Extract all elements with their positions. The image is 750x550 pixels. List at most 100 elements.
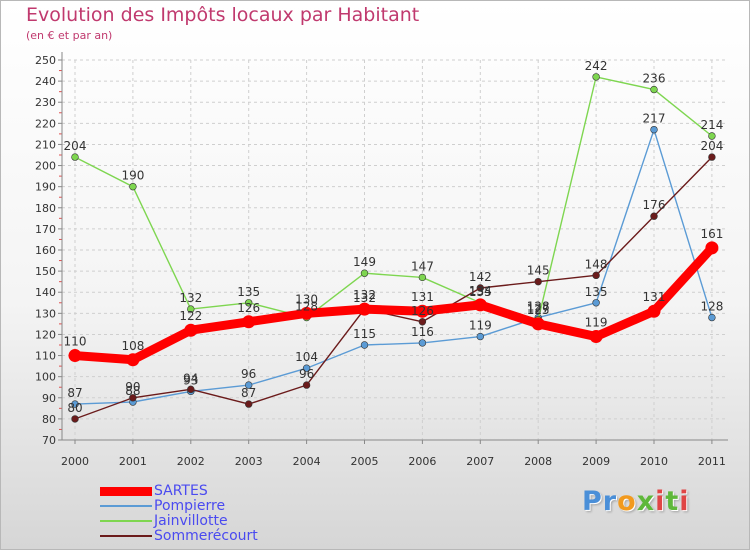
- data-point: [650, 212, 658, 220]
- data-label: 94: [183, 371, 198, 385]
- data-label: 190: [121, 169, 144, 183]
- data-point: [184, 323, 198, 337]
- data-point: [68, 349, 82, 363]
- data-label: 88: [125, 384, 140, 398]
- y-tick-label: 130: [35, 307, 56, 320]
- data-point: [476, 332, 484, 341]
- data-label: 236: [643, 72, 666, 86]
- data-label: 214: [700, 118, 723, 132]
- proxiti-logo: Proxiti: [582, 486, 690, 517]
- data-label: 147: [411, 259, 434, 273]
- chart-title: Evolution des Impôts locaux par Habitant: [26, 4, 420, 26]
- data-label: 110: [64, 335, 87, 349]
- data-label: 132: [353, 288, 376, 302]
- data-point: [592, 271, 600, 280]
- legend-label: Pompierre: [154, 498, 226, 514]
- data-point: [187, 385, 195, 394]
- y-tick-label: 110: [35, 350, 56, 363]
- data-point: [708, 132, 716, 140]
- axis-layer: 7080901001101201301401501601701801902002…: [35, 52, 728, 468]
- legend-swatch: [100, 535, 152, 537]
- data-label: 116: [411, 325, 434, 339]
- data-point: [589, 330, 603, 344]
- y-tick-label: 230: [35, 96, 56, 109]
- data-label: 127: [527, 302, 550, 316]
- data-label: 87: [241, 386, 256, 400]
- data-point: [71, 153, 79, 161]
- data-point: [476, 284, 484, 292]
- data-label: 87: [67, 386, 82, 400]
- logo-letter: t: [665, 486, 680, 517]
- y-tick-label: 190: [35, 181, 56, 194]
- data-point: [418, 318, 427, 326]
- data-point: [592, 73, 600, 81]
- y-tick-label: 170: [35, 223, 56, 236]
- data-point: [358, 302, 371, 316]
- data-label: 204: [700, 139, 723, 153]
- x-tick-label: 2010: [640, 455, 668, 468]
- data-label: 80: [67, 401, 82, 415]
- series-line: [70, 243, 717, 365]
- data-point: [126, 353, 140, 367]
- grid-layer: [62, 59, 728, 441]
- data-label: 161: [700, 227, 723, 241]
- y-tick-label: 160: [35, 244, 56, 257]
- data-label: 96: [241, 367, 256, 381]
- data-label: 128: [295, 300, 318, 314]
- y-tick-label: 140: [35, 286, 56, 299]
- legend-swatch: [100, 505, 152, 507]
- data-label: 131: [411, 290, 434, 304]
- x-tick-label: 2000: [61, 455, 89, 468]
- series-line: [74, 128, 713, 405]
- data-label: 135: [469, 285, 492, 299]
- data-point: [129, 394, 137, 402]
- data-point: [534, 277, 542, 286]
- y-tick-label: 70: [42, 434, 56, 447]
- data-label: 93: [183, 373, 198, 387]
- data-label: 128: [700, 300, 723, 314]
- logo-letter: x: [636, 486, 656, 517]
- data-label-layer: 110 108 122 126 130 132 131 134 125 119 131 161 87 88…: [64, 59, 724, 415]
- data-label: 134: [469, 284, 492, 298]
- x-tick-label: 2009: [582, 455, 610, 468]
- data-label: 145: [527, 264, 550, 278]
- y-tick-label: 120: [35, 328, 56, 341]
- data-label: 130: [295, 292, 318, 306]
- data-label: 128: [527, 300, 550, 314]
- x-tick-label: 2001: [119, 455, 147, 468]
- data-point: [245, 299, 253, 307]
- x-tick-label: 2003: [235, 455, 263, 468]
- data-label: 132: [179, 291, 202, 305]
- logo-letter: P: [582, 486, 603, 517]
- data-point: [242, 315, 256, 329]
- data-point: [531, 317, 545, 331]
- x-tick-label: 2011: [698, 455, 726, 468]
- data-label: 135: [237, 285, 260, 299]
- data-point: [360, 269, 369, 277]
- data-point: [708, 153, 716, 161]
- x-tick-label: 2002: [177, 455, 205, 468]
- data-point: [71, 400, 79, 408]
- y-tick-label: 220: [35, 117, 56, 130]
- data-label: 126: [411, 304, 434, 318]
- data-point: [129, 182, 137, 191]
- y-tick-label: 200: [35, 160, 56, 173]
- y-tick-label: 240: [35, 75, 56, 88]
- data-label: 90: [125, 380, 140, 394]
- data-point: [71, 415, 79, 423]
- x-tick-label: 2004: [293, 455, 321, 468]
- data-point: [650, 125, 658, 134]
- data-point: [418, 339, 427, 347]
- data-label: 176: [643, 198, 666, 212]
- legend-swatch: [100, 487, 152, 496]
- legend-label: SARTES: [154, 483, 208, 499]
- data-label: 108: [121, 339, 144, 353]
- data-label: 132: [353, 291, 376, 305]
- data-point: [360, 341, 369, 349]
- data-label: 119: [469, 319, 492, 333]
- data-point: [592, 299, 600, 307]
- y-tick-label: 180: [35, 202, 56, 215]
- data-point: [245, 381, 253, 389]
- logo-letter: i: [655, 486, 666, 517]
